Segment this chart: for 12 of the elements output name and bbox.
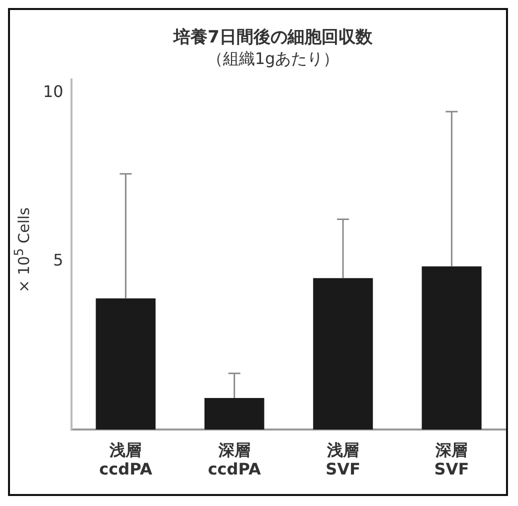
y-tick-label: 5	[53, 250, 64, 270]
chart-subtitle: （組織1gあたり）	[206, 49, 340, 68]
y-tick-label: 10	[43, 82, 64, 102]
chart-title: 培養7日間後の細胞回収数	[172, 28, 374, 48]
bar	[313, 278, 373, 430]
bar	[96, 298, 156, 430]
x-tick-label: 浅層 ccdPA	[99, 440, 153, 479]
x-tick-label: 深層 ccdPA	[208, 440, 262, 479]
x-tick-label: 深層 SVF	[434, 440, 470, 479]
bar	[422, 266, 482, 430]
bar	[204, 398, 264, 430]
x-tick-label: 浅層 SVF	[326, 440, 360, 479]
